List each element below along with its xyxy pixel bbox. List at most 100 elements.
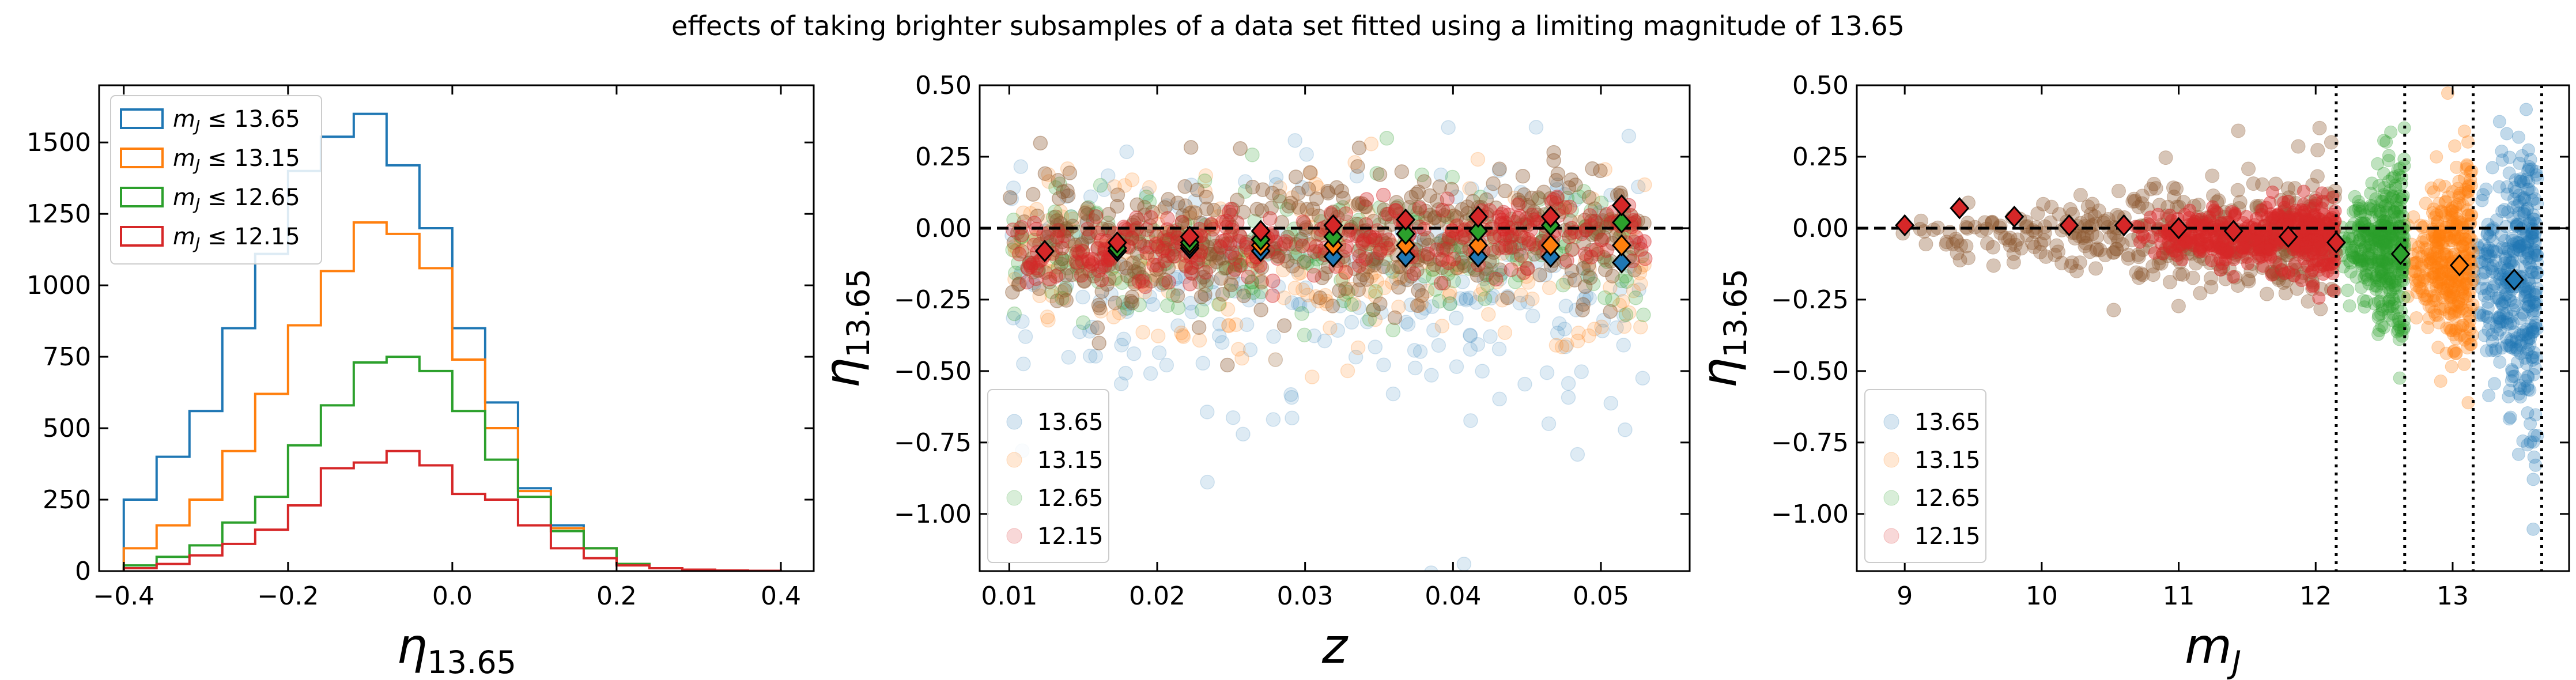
z-cloud-13.65-point [1385, 386, 1401, 402]
z-cloud-12.15-outline-point [1182, 206, 1198, 221]
z-cloud-12.65-point [1199, 278, 1214, 293]
z-cloud-13.15-point [1028, 231, 1044, 245]
z-cloud-13.65-point [1215, 335, 1230, 350]
z-cloud-12.65-point [1385, 264, 1400, 279]
z-cloud-12.15-outline-point [1389, 195, 1404, 210]
z-cloud-12.65-point [1120, 301, 1135, 316]
z-cloud-13.15-point [1559, 199, 1575, 215]
mj-legend-marker-0 [1883, 414, 1899, 430]
z-cloud-12.15-outline-point [1429, 193, 1445, 209]
z-cloud-13.65-point [1442, 296, 1457, 311]
z-cloud-12.15-outline-point [1431, 202, 1446, 217]
z-cloud-12.65-point [1081, 262, 1096, 277]
histogram-legend-label-0: mJ ≤ 13.65 [173, 106, 300, 135]
z-cloud-13.65-point [1075, 289, 1090, 305]
z-cloud-13.15-point [1158, 239, 1173, 254]
histogram-panel: −0.4 −0.2 0.0 0.2 0.4 0 250 500 750 1000 1250 1500 η… [27, 84, 815, 680]
mj-band-13.65-point [2480, 344, 2494, 358]
z-cloud-12.65-point [1417, 269, 1432, 284]
z-cloud-12.65-point [1340, 285, 1355, 300]
z-cloud-12.15-outline-point [1077, 273, 1092, 288]
z-cloud-12.15-outline-point [1078, 206, 1093, 221]
z-cloud-12.15-outline-point [1070, 259, 1086, 274]
z-cloud-12.15-core-point [1521, 232, 1536, 247]
z-cloud-13.65-point [1582, 290, 1597, 306]
z-cloud-13.15-point [1338, 265, 1353, 279]
z-cloud-13.15-point [1172, 255, 1187, 270]
z-cloud-13.15-point [1222, 259, 1237, 274]
z-cloud-12.65-point [1232, 258, 1247, 273]
z-cloud-13.65-point [1424, 565, 1438, 571]
z-cloud-12.15-core-point [1218, 233, 1233, 248]
z-cloud-12.15-outline-point [1442, 232, 1457, 247]
z-cloud-12.15-outline-point [1110, 187, 1125, 202]
z-cloud-12.15-outline-point [1283, 195, 1298, 211]
mj-band-12.15-point [2200, 230, 2214, 244]
z-cloud-12.15-outline-point [1094, 284, 1109, 299]
z-cloud-12.65-point [1060, 260, 1075, 276]
z-cloud-13.15-point [1291, 266, 1306, 281]
z-cloud-13.65-point [1251, 289, 1266, 304]
mj-band-brown-point [2101, 212, 2116, 227]
z-cloud-12.15-outline-point [1157, 200, 1173, 215]
z-cloud-13.65-point [1011, 269, 1027, 285]
z-cloud-13.15-point [1495, 292, 1510, 308]
z-cloud-13.65-point [1463, 413, 1478, 428]
z-cloud-12.15-outline-point [1127, 264, 1142, 279]
z-cloud-13.15-point [1041, 174, 1056, 189]
z-cloud-13.65-point [1061, 350, 1076, 365]
z-cloud-12.15-outline-point [1449, 210, 1464, 225]
z-cloud-13.15-point [1220, 302, 1236, 317]
z-legend-label-0: 13.65 [1037, 409, 1104, 436]
z-cloud-13.65-point [1528, 120, 1544, 135]
mj-band-13.15-point [2427, 185, 2441, 199]
z-cloud-13.65-point [1298, 280, 1313, 296]
z-cloud-12.15-outline-point [1218, 260, 1233, 275]
z-cloud-13.65-point [1359, 314, 1375, 330]
z-cloud-12.65-point [1379, 131, 1395, 146]
z-cloud-13.15-point [1374, 240, 1390, 255]
z-cloud-12.65-point [1407, 202, 1422, 217]
z-cloud-12.65-point [1288, 249, 1303, 264]
mj-band-13.15-point [2430, 150, 2443, 164]
z-cloud-12.15-outline-point [1143, 274, 1159, 289]
z-cloud-12.15-core-point [1137, 239, 1152, 254]
mj-band-13.65-point [2521, 164, 2535, 178]
z-cloud-12.65-point [1618, 307, 1634, 322]
mj-ylabel: η13.65 [1691, 269, 1754, 388]
z-xtick-label: 0.05 [1573, 581, 1629, 611]
z-cloud-12.65-point [1368, 284, 1383, 299]
z-cloud-13.15-point [1369, 274, 1385, 289]
z-cloud-13.65-point [1596, 313, 1611, 328]
z-cloud-13.65-point [1538, 267, 1553, 282]
z-cloud-13.15-point [1023, 206, 1038, 221]
z-cloud-13.15-point [1231, 342, 1246, 357]
z-cloud-13.15-point [1301, 238, 1316, 253]
z-cloud-12.65-point [1614, 273, 1629, 289]
z-cloud-13.15-point [1175, 328, 1190, 343]
z-cloud-12.15-outline-point [1587, 201, 1603, 216]
z-cloud-12.15-outline-point [1102, 271, 1117, 286]
z-cloud-13.65-point [1006, 180, 1021, 195]
z-cloud-13.15-point [1340, 363, 1355, 379]
z-cloud-13.65-point [1592, 205, 1607, 220]
z-cloud-13.15-point [1637, 257, 1652, 273]
z-cloud-12.65-point [1283, 226, 1298, 242]
z-cloud-13.65-point [1006, 311, 1021, 326]
z-cloud-12.15-outline-point [1444, 182, 1459, 197]
z-cloud-12.15-outline-point [1400, 272, 1415, 288]
z-cloud-12.65-point [1332, 202, 1347, 217]
z-cloud-13.15-point [1156, 225, 1172, 241]
z-cloud-13.65-point [1550, 177, 1565, 192]
mj-band-13.15-point [2457, 357, 2471, 371]
z-cloud-12.15-outline-point [1457, 258, 1472, 273]
z-cloud-13.65-point [1344, 315, 1359, 330]
mj-ytick-label: 0.25 [1792, 142, 1849, 172]
z-cloud-12.15-outline-point [1069, 246, 1084, 262]
mj-ytick-label: 0.50 [1792, 71, 1849, 100]
z-cloud-12.15-outline-point [1226, 265, 1241, 280]
z-cloud-12.15-outline-point [1014, 244, 1029, 259]
z-cloud-13.15-point [1124, 255, 1139, 271]
z-cloud-12.65-point [1461, 261, 1476, 276]
z-cloud-13.15-point [1310, 180, 1325, 195]
